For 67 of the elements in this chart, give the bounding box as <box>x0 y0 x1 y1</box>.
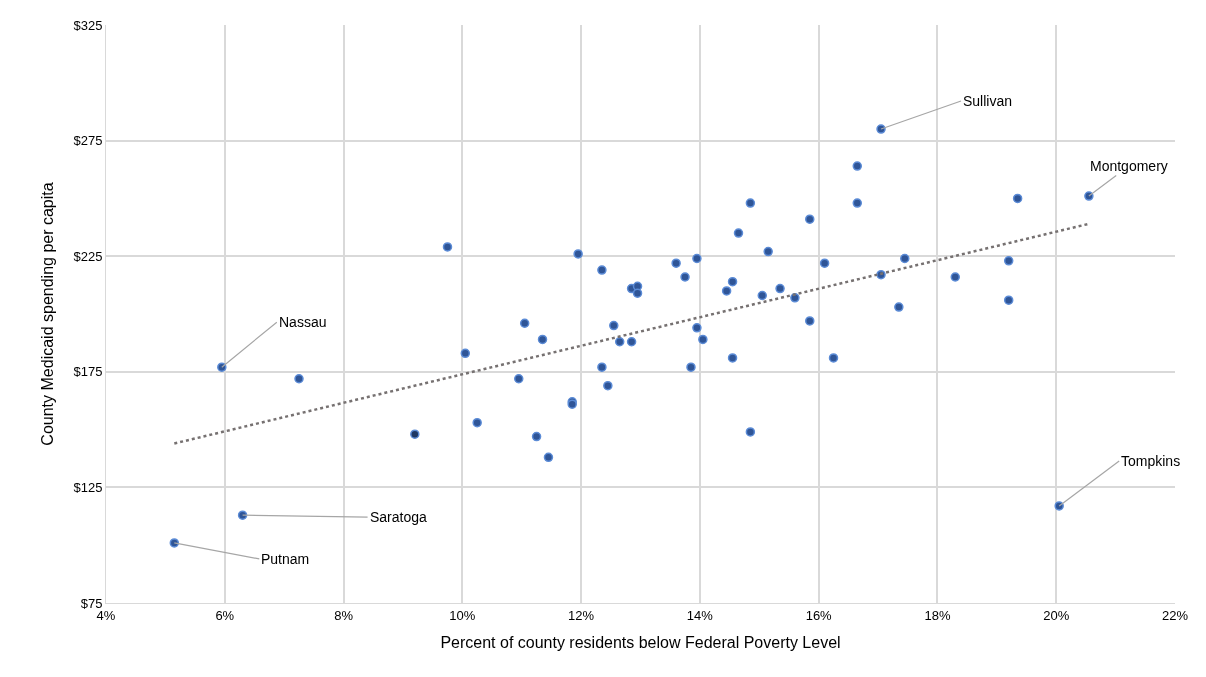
y-tick-label: $275 <box>73 133 103 149</box>
point <box>519 318 530 328</box>
point <box>727 276 738 287</box>
point <box>514 373 524 384</box>
point <box>828 353 839 363</box>
y-tick-label: $225 <box>73 248 103 264</box>
point <box>626 336 637 347</box>
point <box>1003 256 1014 266</box>
point <box>692 253 702 264</box>
point <box>442 242 453 252</box>
point <box>733 228 744 238</box>
x-tick-label: 8% <box>334 607 354 623</box>
y-tick-label: $125 <box>73 479 103 495</box>
point <box>614 336 625 347</box>
point <box>805 316 815 326</box>
point <box>805 214 815 224</box>
point <box>460 348 471 359</box>
annotation: Nassau <box>279 314 327 330</box>
point <box>531 431 542 442</box>
point <box>680 272 690 282</box>
point <box>671 258 681 268</box>
point <box>543 452 554 463</box>
point <box>775 283 785 294</box>
point <box>852 161 863 171</box>
point <box>294 373 304 384</box>
point <box>692 323 702 333</box>
point <box>721 286 732 296</box>
x-tick-label: 22% <box>1161 607 1189 623</box>
point <box>745 427 756 437</box>
point <box>410 429 420 439</box>
point <box>894 302 904 312</box>
point <box>686 362 696 372</box>
annotation: Tompkins <box>1121 453 1181 469</box>
annotation: Putnam <box>261 551 310 567</box>
annotation: Sullivan <box>963 93 1013 109</box>
annotation: Montgomery <box>1090 158 1168 174</box>
point <box>698 334 708 345</box>
point <box>609 320 619 331</box>
point <box>597 265 607 275</box>
point <box>819 258 830 268</box>
annotation: Saratoga <box>370 509 428 525</box>
x-tick-label: 10% <box>449 607 476 623</box>
x-tick-label: 18% <box>924 607 951 623</box>
x-tick-label: 20% <box>1043 607 1070 623</box>
point <box>727 353 738 363</box>
point <box>1012 193 1023 204</box>
point <box>472 417 482 428</box>
point <box>632 288 643 298</box>
x-tick-label: 12% <box>568 607 595 623</box>
point <box>597 362 607 372</box>
y-axis-title: County Medicaid spending per capita <box>39 182 57 446</box>
point <box>852 198 863 208</box>
x-tick-label: 6% <box>215 607 235 623</box>
y-tick-label: $175 <box>73 364 103 380</box>
y-tick-label: $325 <box>73 17 103 33</box>
point <box>757 290 767 301</box>
x-tick-label: 14% <box>686 607 714 623</box>
point <box>950 272 961 282</box>
point <box>1003 295 1014 305</box>
point <box>603 380 613 391</box>
point <box>573 249 583 259</box>
point <box>900 253 910 264</box>
x-axis-title: Percent of county residents below Federal Poverty Level <box>440 634 841 652</box>
point <box>537 334 548 345</box>
point <box>745 198 756 208</box>
point <box>763 246 773 257</box>
x-tick-label: 16% <box>805 607 833 623</box>
